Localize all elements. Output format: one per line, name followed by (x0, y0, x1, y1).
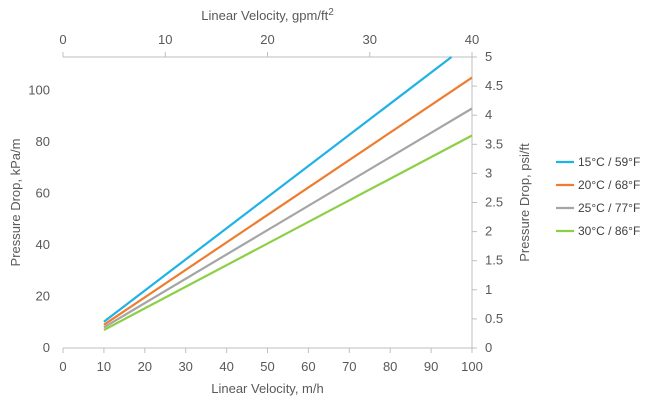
y2-tick-label: 1.5 (485, 253, 503, 268)
y-axis-title: Pressure Drop, kPa/m (8, 139, 23, 267)
y2-tick-label: 0.5 (485, 311, 503, 326)
y2-axis-title: Pressure Drop, psi/ft (517, 143, 532, 262)
y-tick-label: 100 (28, 82, 50, 97)
y2-tick-label: 5 (485, 49, 492, 64)
y2-tick-label: 1 (485, 282, 492, 297)
x-tick-label: 100 (461, 359, 483, 374)
x-tick-label: 20 (138, 359, 152, 374)
legend-label-4: 30°C / 86°F (578, 224, 640, 238)
x-tick-label: 90 (424, 359, 438, 374)
y2-tick-label: 2 (485, 224, 492, 239)
series-line-1 (103, 56, 453, 323)
x-tick-label: 30 (178, 359, 192, 374)
y-tick-label: 0 (43, 340, 50, 355)
y2-tick-label: 4.5 (485, 78, 503, 93)
y-tick-label: 80 (36, 134, 50, 149)
x-tick-label: 50 (260, 359, 274, 374)
y2-tick-label: 2.5 (485, 195, 503, 210)
legend-label-1: 15°C / 59°F (578, 155, 640, 169)
y2-tick-label: 4 (485, 107, 492, 122)
x-tick-label: 10 (97, 359, 111, 374)
legend-label-2: 20°C / 68°F (578, 178, 640, 192)
y-tick-label: 20 (36, 288, 50, 303)
legend-label-3: 25°C / 77°F (578, 201, 640, 215)
x2-tick-label: 10 (158, 32, 172, 47)
y-tick-label: 40 (36, 237, 50, 252)
x2-tick-label: 0 (59, 32, 66, 47)
y2-tick-label: 3 (485, 165, 492, 180)
y2-tick-label: 0 (485, 340, 492, 355)
x-tick-label: 70 (342, 359, 356, 374)
x2-axis-title: Linear Velocity, gpm/ft2 (201, 7, 334, 23)
x2-tick-label: 20 (260, 32, 274, 47)
series-line-4 (103, 134, 473, 331)
x2-tick-label: 30 (363, 32, 377, 47)
y-tick-label: 60 (36, 185, 50, 200)
x-tick-label: 40 (219, 359, 233, 374)
x-tick-label: 60 (301, 359, 315, 374)
series-line-2 (103, 76, 473, 326)
series-line-3 (103, 107, 473, 329)
x-tick-label: 80 (383, 359, 397, 374)
x2-tick-label: 40 (465, 32, 479, 47)
y2-tick-label: 3.5 (485, 136, 503, 151)
x-axis-title: Linear Velocity, m/h (211, 381, 323, 396)
x-tick-label: 0 (59, 359, 66, 374)
x2-axis-title-exponent: 2 (328, 7, 334, 18)
